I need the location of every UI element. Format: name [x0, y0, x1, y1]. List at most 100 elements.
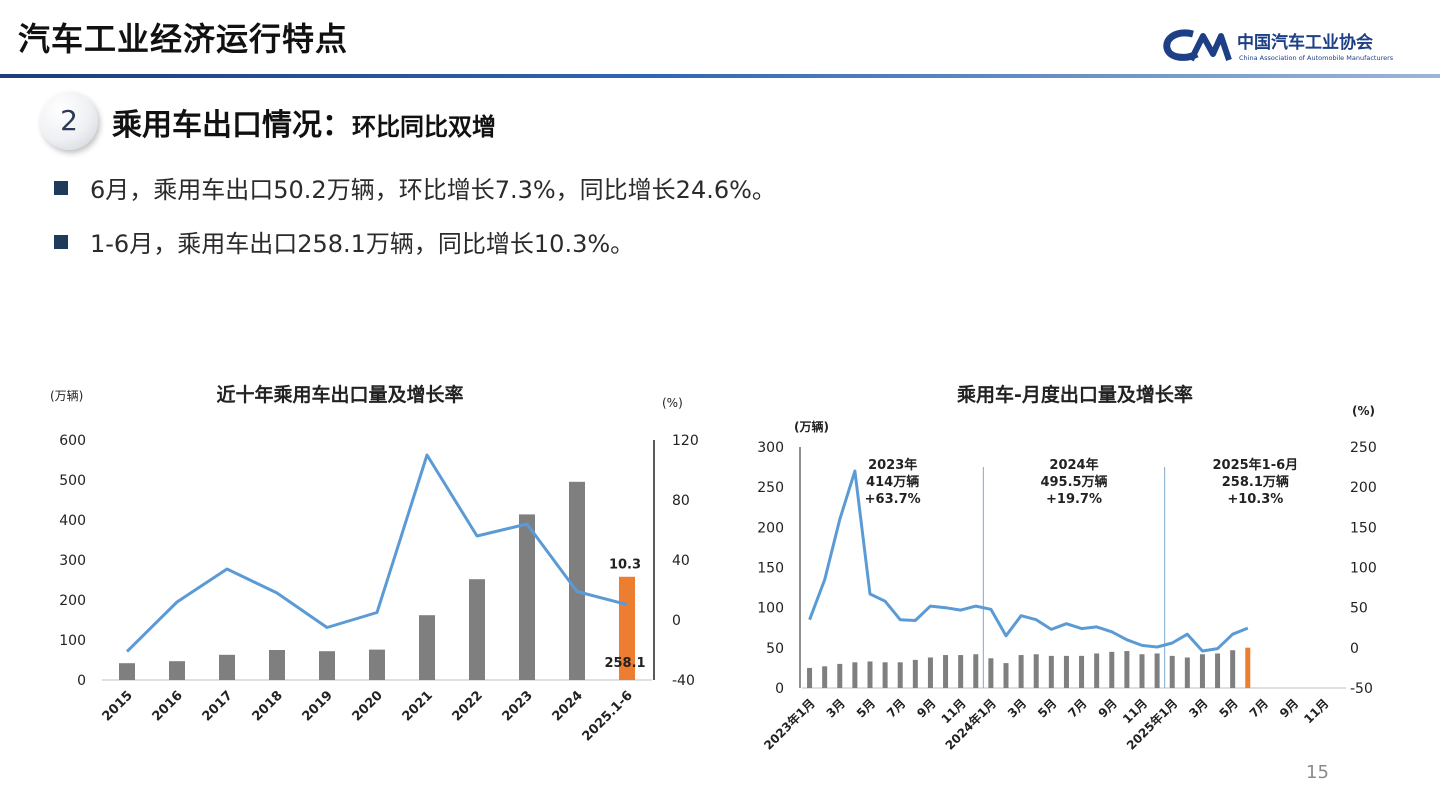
- bar: [1003, 663, 1009, 688]
- y-tick-left: 250: [757, 480, 784, 496]
- period-annotation-text: 258.1万辆: [1222, 474, 1289, 490]
- bar: [269, 650, 285, 680]
- y-axis-left-label: (万辆): [794, 419, 829, 434]
- y-tick-left: 0: [775, 681, 784, 697]
- y-tick-right: 150: [1350, 520, 1377, 536]
- y-tick-left: 200: [59, 593, 86, 609]
- x-tick-label: 2022: [450, 688, 486, 724]
- x-tick-label: 9月: [914, 696, 938, 720]
- y-axis-right-label: (%): [1352, 404, 1375, 418]
- bar: [852, 662, 858, 688]
- x-tick-label: 2023年1月: [761, 696, 818, 753]
- x-tick-label: 2025.1-6: [580, 688, 636, 744]
- period-annotation-text: 495.5万辆: [1040, 474, 1107, 490]
- bar: [1230, 650, 1236, 688]
- section-number-badge: 2: [40, 92, 98, 150]
- x-tick-label: 5月: [854, 696, 878, 720]
- section-number: 2: [60, 104, 78, 137]
- growth-rate-line: [808, 469, 1249, 653]
- bullet-square-icon: [54, 235, 68, 249]
- monthly-export-chart: 乘用车-月度出口量及增长率 (万辆) (%) 0 50 100 150 200 250 300 -5…: [757, 383, 1377, 753]
- x-tick-label: 2017: [200, 688, 236, 724]
- x-tick-label: 9月: [1096, 696, 1120, 720]
- y-tick-left: 150: [757, 561, 784, 577]
- logo-text-cn: 中国汽车工业协会: [1237, 33, 1373, 53]
- bar: [419, 615, 435, 680]
- period-annotation-text: 414万辆: [866, 474, 919, 490]
- bar: [943, 655, 949, 688]
- y-tick-left: 200: [757, 520, 784, 536]
- bar: [519, 514, 535, 680]
- y-axis-right-label: (%): [662, 396, 683, 410]
- bar: [1215, 653, 1221, 688]
- logo-text-en: China Association of Automobile Manufact…: [1239, 54, 1394, 62]
- x-tick-label: 2024: [550, 688, 586, 724]
- x-tick-label: 3月: [824, 696, 848, 720]
- x-tick-label: 2021: [400, 688, 436, 724]
- y-tick-right: 0: [1350, 641, 1359, 657]
- x-tick-label: 7月: [1247, 696, 1271, 720]
- section-heading: 乘用车出口情况：环比同比双增: [112, 100, 496, 144]
- y-tick-right: 100: [1350, 561, 1377, 577]
- bar: [867, 661, 873, 688]
- y-tick-right: 0: [672, 613, 681, 629]
- bar: [988, 658, 994, 688]
- period-annotation-text: +19.7%: [1046, 492, 1102, 507]
- x-tick-label: 3月: [1005, 696, 1029, 720]
- x-tick-label: 9月: [1277, 696, 1301, 720]
- x-tick-label: 5月: [1035, 696, 1059, 720]
- bullet-item: 6月，乘用车出口50.2万辆，环比增长7.3%，同比增长24.6%。: [54, 170, 776, 205]
- y-tick-left: 100: [59, 633, 86, 649]
- bar: [1048, 655, 1054, 688]
- bullet-text: 6月，乘用车出口50.2万辆，环比增长7.3%，同比增长24.6%。: [90, 176, 776, 204]
- bullet-text: 1-6月，乘用车出口258.1万辆，同比增长10.3%。: [90, 230, 635, 258]
- bar: [119, 663, 135, 680]
- y-tick-right: 50: [1350, 601, 1368, 617]
- bar: [958, 655, 964, 688]
- y-tick-left: 600: [59, 433, 86, 449]
- period-annotation-text: +10.3%: [1227, 492, 1283, 507]
- bar: [1033, 654, 1039, 688]
- bar: [1169, 655, 1175, 688]
- bar: [319, 651, 335, 680]
- y-tick-left: 300: [757, 440, 784, 456]
- bar: [1139, 654, 1145, 688]
- bar: [807, 667, 813, 688]
- x-tick-label: 2019: [300, 688, 336, 724]
- bullet-item: 1-6月，乘用车出口258.1万辆，同比增长10.3%。: [54, 224, 634, 259]
- bar: [1094, 653, 1100, 688]
- y-tick-left: 0: [77, 673, 86, 689]
- annual-export-chart: 近十年乘用车出口量及增长率(万辆) (%)0100200300400500600-…: [50, 383, 699, 745]
- bar: [1184, 657, 1190, 688]
- period-annotation-text: 2023年: [868, 457, 917, 473]
- x-tick-label: 3月: [1186, 696, 1210, 720]
- caam-logo-icon: [1163, 29, 1232, 62]
- y-tick-right: 120: [672, 433, 699, 449]
- y-tick-left: 100: [757, 601, 784, 617]
- bullet-square-icon: [54, 181, 68, 195]
- growth-rate-line: [125, 453, 628, 653]
- bar: [927, 657, 933, 688]
- chart-title: 近十年乘用车出口量及增长率: [216, 383, 463, 406]
- bar: [837, 663, 843, 688]
- y-tick-left: 500: [59, 473, 86, 489]
- period-annotation-text: 2025年1-6月: [1212, 457, 1298, 473]
- bar: [1109, 651, 1115, 688]
- x-tick-label: 2015: [100, 688, 136, 724]
- header-divider: [0, 74, 1440, 78]
- bar: [169, 661, 185, 680]
- bar: [822, 666, 828, 688]
- caam-logo: 中国汽车工业协会 China Association of Automobile…: [1163, 24, 1425, 68]
- bar: [219, 654, 235, 680]
- x-tick-label: 2020: [350, 688, 386, 724]
- y-tick-right: -50: [1350, 681, 1373, 697]
- x-tick-label: 7月: [1065, 696, 1089, 720]
- period-annotation-text: 2024年: [1049, 457, 1098, 473]
- section-subtitle: 环比同比双增: [352, 113, 496, 141]
- y-tick-right: 40: [672, 553, 690, 569]
- y-tick-left: 300: [59, 553, 86, 569]
- x-tick-label: 2016: [150, 688, 186, 724]
- y-tick-left: 400: [59, 513, 86, 529]
- bar: [973, 654, 979, 688]
- bar: [1079, 655, 1085, 688]
